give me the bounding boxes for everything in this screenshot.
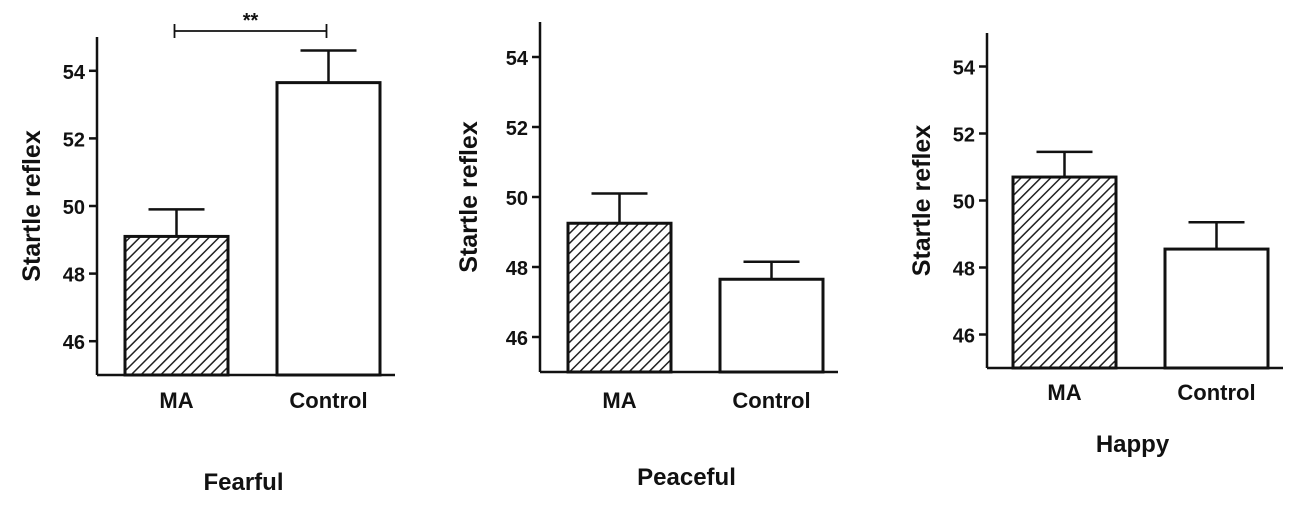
y-tick-label: 50 <box>506 188 528 210</box>
x-tick-label: MA <box>602 388 636 413</box>
y-tick-label: 50 <box>63 197 85 219</box>
y-tick-label: 46 <box>953 326 975 348</box>
panel-2: 46 48 50 52 54 Startle reflex MA Control Peacefu… <box>455 22 838 491</box>
x-tick-label: Control <box>1177 380 1255 405</box>
x-tick-label: Control <box>732 388 810 413</box>
y-tick-label: 54 <box>506 48 529 70</box>
y-tick-label: 46 <box>63 332 85 354</box>
y-tick-label: 52 <box>63 129 85 151</box>
bar-control <box>275 81 382 377</box>
y-tick-label: 48 <box>63 265 85 287</box>
y-tick-label: 50 <box>953 192 975 214</box>
panel-1: 46 48 50 52 54 Startle reflex MA Control ** Fearf… <box>18 10 395 496</box>
bar-ma <box>566 221 673 374</box>
x-tick-label: Control <box>289 388 367 413</box>
y-tick-label: 48 <box>953 259 975 281</box>
bar-ma <box>1011 175 1118 370</box>
panel-title: Fearful <box>203 469 283 496</box>
bar-control <box>1163 247 1270 370</box>
panel-title: Peaceful <box>637 464 736 491</box>
y-tick-label: 48 <box>506 258 528 280</box>
panel-3: 46 48 50 52 54 Startle reflex MA Control Happy <box>908 33 1283 458</box>
panel-title: Happy <box>1096 431 1170 458</box>
x-tick-label: MA <box>159 388 193 413</box>
y-tick-label: 52 <box>506 118 528 140</box>
y-tick-label: 52 <box>953 125 975 147</box>
bar-control <box>718 277 825 374</box>
y-tick-label: 54 <box>63 62 86 84</box>
y-axis-label: Startle reflex <box>18 130 46 282</box>
significance-label: ** <box>243 10 259 32</box>
y-axis-label: Startle reflex <box>908 125 936 277</box>
y-axis-label: Startle reflex <box>455 121 483 273</box>
bar-ma <box>123 234 230 377</box>
y-tick-label: 46 <box>506 328 528 350</box>
y-tick-label: 54 <box>953 58 976 80</box>
x-tick-label: MA <box>1047 380 1081 405</box>
